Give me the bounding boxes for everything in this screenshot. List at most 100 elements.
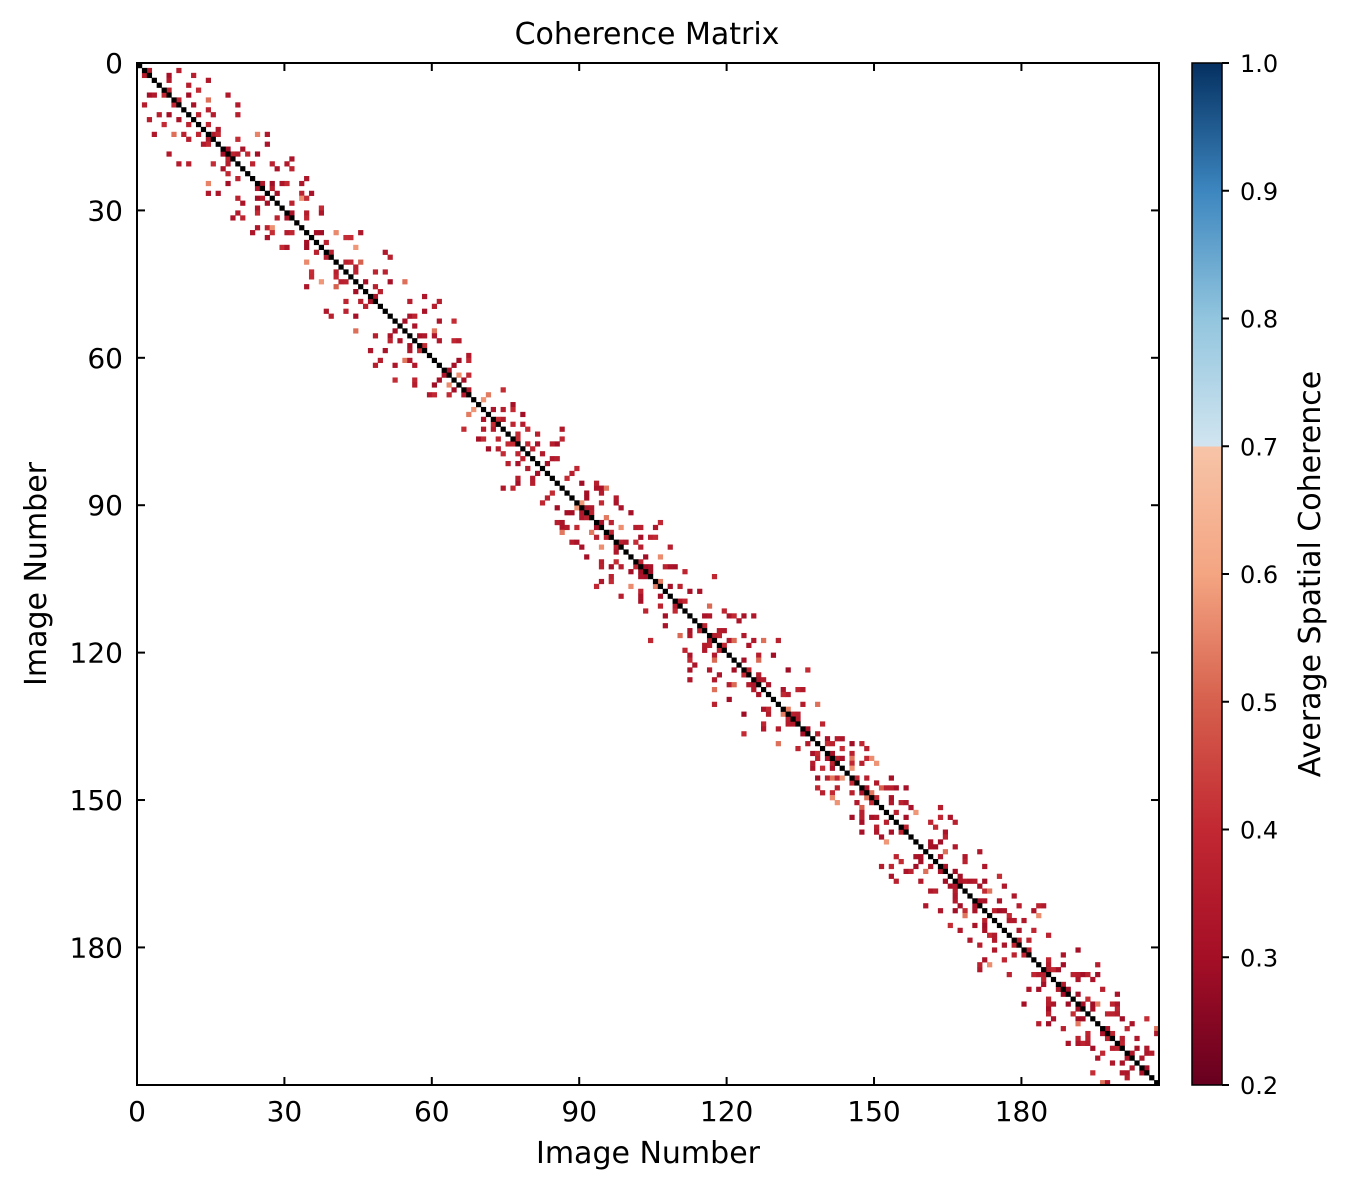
heatmap-cell xyxy=(1124,1075,1130,1081)
heatmap-cell xyxy=(603,515,609,521)
heatmap-cell xyxy=(205,180,211,187)
heatmap-cell xyxy=(598,564,605,570)
heatmap-cell xyxy=(736,618,742,624)
heatmap-cell xyxy=(982,957,988,963)
y-tick-label: 30 xyxy=(87,194,123,227)
heatmap-cell xyxy=(726,613,732,619)
heatmap-cell xyxy=(874,760,880,766)
heatmap-cell xyxy=(466,352,472,359)
heatmap-cell xyxy=(1070,971,1076,978)
heatmap-cell xyxy=(1016,927,1022,933)
heatmap-cell xyxy=(254,185,261,192)
heatmap-cell xyxy=(775,741,781,747)
heatmap-cell xyxy=(1095,971,1101,978)
heatmap-cell xyxy=(520,421,526,427)
heatmap-cell xyxy=(279,180,285,187)
heatmap-cell xyxy=(279,244,285,251)
heatmap-cell xyxy=(235,112,241,118)
y-tick-label: 0 xyxy=(105,47,123,80)
heatmap-cell xyxy=(957,927,963,933)
heatmap-cell xyxy=(225,156,231,162)
heatmap-diagonal-cell xyxy=(672,598,678,604)
heatmap-cell xyxy=(638,559,644,565)
heatmap-cell xyxy=(859,804,865,811)
heatmap-cell xyxy=(593,583,600,590)
heatmap-diagonal-cell xyxy=(618,544,624,550)
heatmap-cell xyxy=(1075,1021,1081,1027)
heatmap-cell xyxy=(1154,1026,1160,1032)
heatmap-cell xyxy=(254,195,261,201)
heatmap-cell xyxy=(235,151,241,157)
heatmap-cell xyxy=(898,800,904,806)
heatmap-cell xyxy=(864,795,870,801)
heatmap-cell xyxy=(1104,1080,1111,1086)
heatmap-cell xyxy=(765,711,772,717)
heatmap-cell xyxy=(947,814,953,820)
heatmap-diagonal-cell xyxy=(166,92,172,98)
heatmap-cell xyxy=(770,652,777,658)
heatmap-cell xyxy=(584,515,590,521)
heatmap-cell xyxy=(495,416,501,422)
heatmap-cell xyxy=(918,878,924,884)
heatmap-cell xyxy=(751,687,757,693)
colorbar-tick-label: 0.7 xyxy=(1240,433,1278,461)
heatmap-cell xyxy=(1085,971,1091,978)
heatmap-cell xyxy=(569,539,575,545)
heatmap-diagonal-cell xyxy=(461,387,467,393)
heatmap-diagonal-cell xyxy=(269,195,275,201)
heatmap-cell xyxy=(407,347,413,354)
heatmap-cell xyxy=(751,637,757,644)
heatmap-cell xyxy=(643,554,649,560)
heatmap-cell xyxy=(304,244,310,251)
heatmap-diagonal-cell xyxy=(225,151,231,157)
heatmap-diagonal-cell xyxy=(977,903,983,909)
heatmap-cell xyxy=(716,632,722,639)
heatmap-diagonal-cell xyxy=(156,82,162,88)
heatmap-cell xyxy=(569,470,575,477)
heatmap-cell xyxy=(574,465,580,472)
heatmap-diagonal-cell xyxy=(991,917,998,924)
heatmap-cell xyxy=(284,161,290,167)
heatmap-cell xyxy=(711,574,718,580)
heatmap-diagonal-cell xyxy=(805,731,811,737)
heatmap-cell xyxy=(1006,917,1012,924)
heatmap-diagonal-cell xyxy=(254,180,261,187)
heatmap-cell xyxy=(987,888,993,894)
heatmap-cell xyxy=(421,333,428,339)
heatmap-cell xyxy=(1109,1001,1116,1007)
heatmap-diagonal-cell xyxy=(294,220,300,226)
heatmap-cell xyxy=(785,667,791,673)
heatmap-cell xyxy=(741,711,747,717)
heatmap-cell xyxy=(176,67,182,74)
heatmap-cell xyxy=(834,736,840,742)
heatmap-cell xyxy=(254,210,261,216)
heatmap-diagonal-cell xyxy=(318,244,325,251)
heatmap-diagonal-cell xyxy=(417,343,423,349)
heatmap-diagonal-cell xyxy=(731,657,737,663)
colorbar-title: Average Spatial Coherence xyxy=(1293,371,1328,777)
heatmap-cell xyxy=(726,682,732,688)
heatmap-diagonal-cell xyxy=(471,397,477,403)
heatmap-cell xyxy=(1045,1011,1052,1017)
heatmap-diagonal-cell xyxy=(421,347,428,354)
heatmap-cell xyxy=(1100,1030,1106,1037)
heatmap-cell xyxy=(456,357,462,364)
heatmap-diagonal-cell xyxy=(947,873,953,879)
heatmap-cell xyxy=(780,691,786,698)
heatmap-cell xyxy=(146,117,153,123)
heatmap-cell xyxy=(579,510,585,516)
heatmap-cell xyxy=(412,382,418,388)
heatmap-cell xyxy=(721,628,727,634)
heatmap-cell xyxy=(186,82,192,88)
heatmap-diagonal-cell xyxy=(937,863,944,870)
heatmap-diagonal-cell xyxy=(559,485,565,491)
heatmap-cell xyxy=(711,657,718,663)
heatmap-cell xyxy=(982,917,988,924)
heatmap-cell xyxy=(259,180,266,187)
heatmap-cell xyxy=(810,750,816,757)
heatmap-cell xyxy=(289,230,295,236)
heatmap-diagonal-cell xyxy=(706,632,713,639)
heatmap-cell xyxy=(662,564,668,570)
heatmap-cell xyxy=(888,785,894,791)
heatmap-cell xyxy=(1036,903,1042,909)
